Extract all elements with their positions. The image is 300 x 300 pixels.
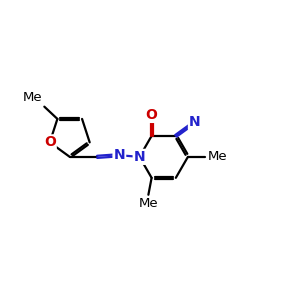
Text: O: O xyxy=(44,135,56,149)
Text: N: N xyxy=(113,148,125,162)
Text: Me: Me xyxy=(207,150,227,164)
Text: N: N xyxy=(134,150,145,164)
Text: Me: Me xyxy=(139,197,158,210)
Text: O: O xyxy=(146,108,158,122)
Text: Me: Me xyxy=(22,91,42,104)
Text: N: N xyxy=(189,115,201,129)
